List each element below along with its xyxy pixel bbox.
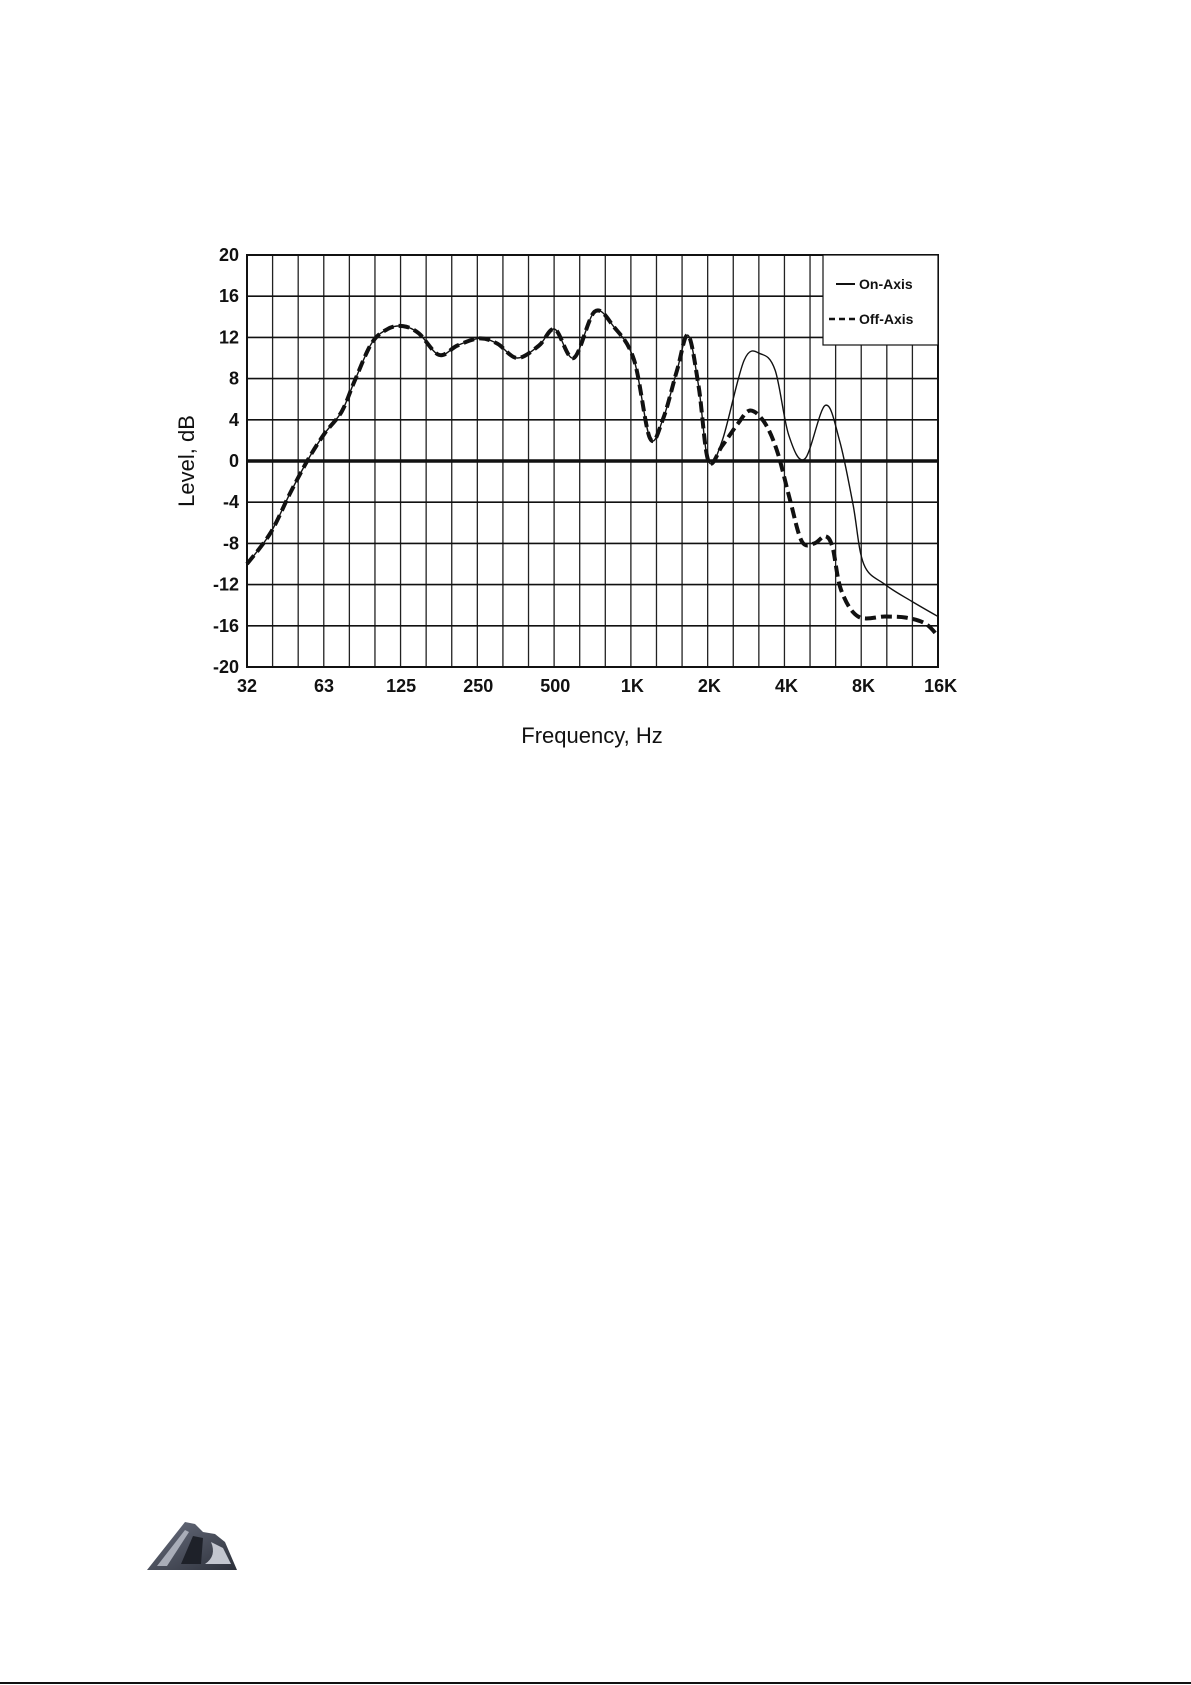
y-tick-label: 4 xyxy=(229,410,239,430)
x-tick-label: 2K xyxy=(698,676,721,696)
y-tick-label: 8 xyxy=(229,369,239,389)
plot-frame xyxy=(246,254,939,668)
x-tick-label: 32 xyxy=(237,676,257,696)
y-tick-label: -12 xyxy=(213,575,239,595)
x-tick-label: 8K xyxy=(852,676,875,696)
ada-logo xyxy=(147,1522,237,1570)
x-tick-label: 500 xyxy=(540,676,570,696)
y-tick-label: -16 xyxy=(213,616,239,636)
legend-label-on-axis: On-Axis xyxy=(859,276,913,292)
x-tick-labels: 32 63 125 250 500 1K 2K 4K 8K 16K xyxy=(237,676,957,696)
legend-label-off-axis: Off-Axis xyxy=(859,311,914,327)
legend-box xyxy=(822,254,939,346)
y-tick-label: -4 xyxy=(223,492,239,512)
x-tick-label: 16K xyxy=(924,676,957,696)
y-tick-labels: 20 16 12 8 4 0 -4 -8 -12 -16 -20 xyxy=(213,245,239,677)
y-tick-label: 0 xyxy=(229,451,239,471)
y-tick-label: 16 xyxy=(219,286,239,306)
y-tick-label: -8 xyxy=(223,533,239,553)
x-tick-label: 1K xyxy=(621,676,644,696)
series-layer xyxy=(245,308,940,638)
x-tick-label: 250 xyxy=(463,676,493,696)
x-axis-title: Frequency, Hz xyxy=(521,723,662,748)
frequency-response-chart: 20 16 12 8 4 0 -4 -8 -12 -16 -20 32 63 125 250 500 1K 2K… xyxy=(174,245,957,748)
x-tick-label: 125 xyxy=(386,676,416,696)
series-line-off-axis xyxy=(245,308,940,638)
legend: On-Axis Off-Axis xyxy=(822,254,939,346)
series-line-on-axis xyxy=(246,309,939,618)
y-tick-label: -20 xyxy=(213,657,239,677)
y-axis-title: Level, dB xyxy=(174,415,199,507)
page-bottom-rule xyxy=(0,1682,1191,1684)
x-tick-label: 4K xyxy=(775,676,798,696)
y-tick-label: 20 xyxy=(219,245,239,265)
x-tick-label: 63 xyxy=(314,676,334,696)
y-tick-label: 12 xyxy=(219,327,239,347)
